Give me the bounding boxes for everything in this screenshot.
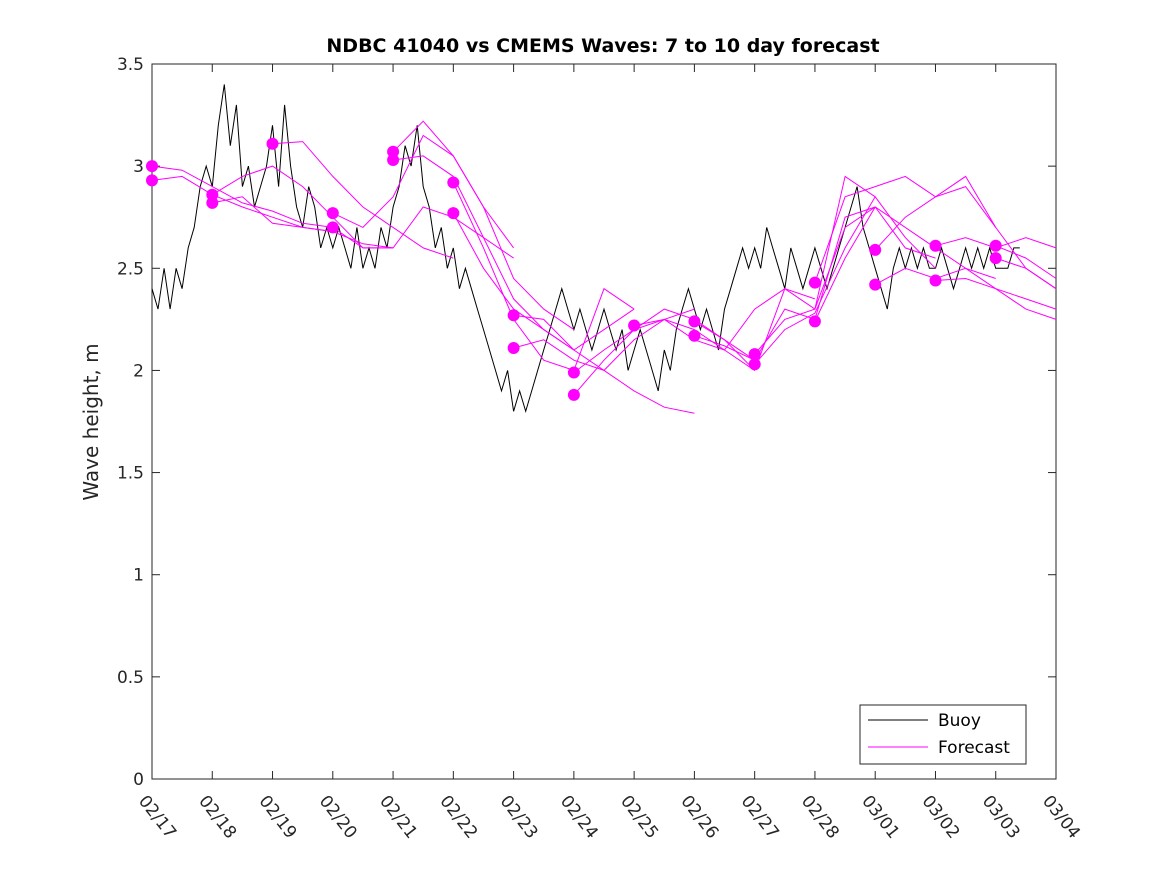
legend-label-buoy: Buoy — [938, 711, 981, 731]
forecast-start-point-9 — [447, 176, 460, 189]
forecast-start-point-20 — [808, 276, 821, 289]
forecast-start-point-13 — [567, 366, 580, 379]
axes-box — [151, 63, 1057, 780]
forecast-start-point-12 — [507, 342, 520, 354]
forecast-line-20 — [814, 175, 997, 283]
forecast-start-point-8 — [387, 154, 400, 166]
forecast-line-23 — [874, 267, 1057, 320]
forecast-line-10 — [452, 212, 635, 351]
forecast-line-18 — [754, 206, 936, 355]
forecast-start-point-4 — [266, 137, 279, 150]
forecast-start-point-11 — [507, 309, 520, 322]
y-tick-label: 3.5 — [117, 55, 144, 75]
forecast-line-19 — [754, 195, 936, 365]
forecast-start-point-23 — [869, 278, 882, 291]
forecast-start-point-19 — [748, 358, 761, 371]
forecast-start-point-17 — [688, 329, 701, 342]
forecast-start-point-1 — [146, 174, 158, 187]
buoy-line — [151, 84, 1020, 414]
forecast-line-9 — [452, 182, 635, 372]
forecast-start-point-0 — [146, 160, 158, 173]
y-tick-label: 0.5 — [117, 668, 144, 688]
forecast-line-25 — [935, 277, 1057, 310]
forecast-line-26 — [995, 245, 1057, 279]
legend-label-forecast: Forecast — [938, 738, 1010, 758]
forecast-line-7 — [392, 120, 575, 331]
series-layer — [146, 84, 1057, 414]
forecast-start-point-3 — [206, 196, 219, 209]
forecast-line-0 — [151, 165, 333, 228]
forecast-start-point-16 — [688, 315, 701, 328]
legend: Buoy Forecast — [859, 704, 1027, 765]
plot-area: 00.511.522.533.5 02/17 02/18 02/19 02/20 02/… — [117, 55, 1084, 843]
legend-box — [859, 704, 1027, 765]
forecast-start-point-6 — [326, 221, 339, 234]
forecast-start-point-10 — [447, 207, 460, 220]
forecast-line-3 — [212, 196, 394, 249]
forecast-start-point-24 — [929, 239, 942, 252]
forecast-start-point-22 — [869, 243, 882, 256]
forecast-start-point-2 — [206, 188, 219, 201]
y-tick-label: 1 — [133, 566, 144, 586]
y-tick-label: 2.5 — [117, 259, 144, 279]
forecast-start-point-7 — [387, 145, 400, 158]
y-tick-label: 3 — [133, 157, 144, 177]
forecast-start-point-26 — [989, 239, 1002, 252]
forecast-start-point-5 — [326, 207, 339, 220]
forecast-start-point-15 — [628, 319, 641, 332]
forecast-line-4 — [272, 141, 454, 259]
y-tick-label: 1.5 — [117, 464, 144, 484]
forecast-line-17 — [694, 206, 876, 361]
forecast-start-point-27 — [989, 252, 1002, 265]
forecast-start-point-21 — [808, 315, 821, 328]
forecast-start-point-25 — [929, 274, 942, 287]
y-axis: 0 0.5 1 1.5 2 2.5 3 3.5 — [117, 55, 1056, 790]
y-axis-label: Wave height, m — [79, 343, 103, 500]
forecast-line-27 — [995, 257, 1057, 290]
y-tick-label: 2 — [133, 361, 144, 381]
y-tick-label: 0 — [133, 770, 144, 790]
forecast-start-point-14 — [567, 388, 580, 401]
forecast-line-16 — [694, 175, 876, 372]
forecast-start-point-18 — [748, 348, 761, 361]
chart-title: NDBC 41040 vs CMEMS Waves: 7 to 10 day f… — [326, 35, 879, 57]
